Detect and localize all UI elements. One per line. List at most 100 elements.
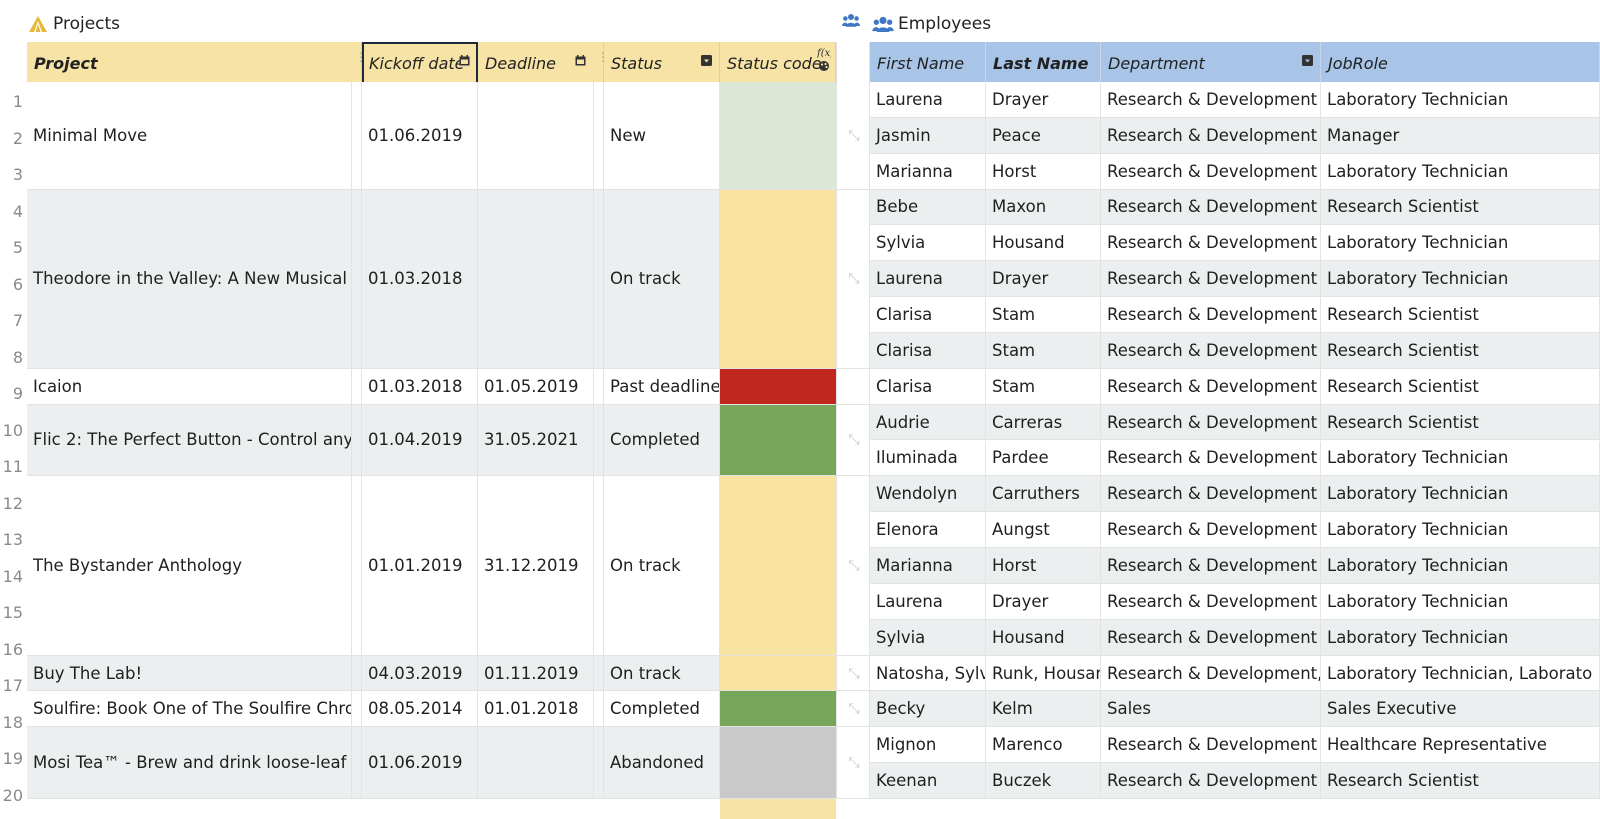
department-cell[interactable]: Research & Development [1101, 440, 1321, 477]
spacer-cell[interactable] [594, 727, 604, 799]
kickoff-date-cell[interactable]: 04.03.2019 [362, 655, 478, 692]
expand-icon[interactable]: ⤡ [848, 271, 860, 288]
last-name-cell[interactable]: Horst [986, 153, 1101, 190]
kickoff-date-cell[interactable]: 01.06.2019 [362, 727, 478, 799]
department-cell[interactable]: Research & Development [1101, 476, 1321, 513]
department-cell[interactable]: Research & Development [1101, 763, 1321, 799]
row-number[interactable]: 19 [2, 749, 23, 768]
row-number[interactable]: 2 [12, 128, 23, 148]
spacer-cell[interactable] [594, 368, 604, 405]
spacer-cell[interactable] [594, 189, 604, 369]
last-name-cell[interactable]: Housand [986, 225, 1101, 262]
row-number[interactable]: 17 [2, 676, 23, 695]
department-cell[interactable]: Research & Development [1101, 368, 1321, 405]
expand-icon[interactable]: ⤡ [848, 755, 860, 772]
status-cell[interactable]: Abandoned [604, 727, 720, 799]
column-header-kickoff-date[interactable]: Kickoff date [362, 42, 478, 84]
department-cell[interactable]: Research & Development [1101, 117, 1321, 154]
status-cell[interactable]: Completed [604, 404, 720, 477]
deadline-cell[interactable] [478, 727, 594, 799]
expand-icon[interactable]: ⤡ [848, 127, 860, 144]
spacer-cell[interactable] [352, 727, 362, 799]
status-cell[interactable]: On track [604, 476, 720, 656]
status-cell[interactable]: New [604, 82, 720, 190]
row-number[interactable]: 15 [2, 603, 23, 622]
last-name-cell[interactable]: Horst [986, 548, 1101, 584]
status-code-swatch[interactable] [720, 655, 836, 692]
jobrole-cell[interactable]: Sales Executive [1321, 691, 1600, 728]
first-name-cell[interactable]: Laurena [870, 82, 986, 118]
department-cell[interactable]: Research & Development [1101, 548, 1321, 584]
spacer-cell[interactable] [352, 368, 362, 405]
last-name-cell[interactable]: Carruthers [986, 476, 1101, 513]
last-name-cell[interactable]: Peace [986, 117, 1101, 154]
status-code-swatch[interactable] [720, 368, 836, 405]
deadline-cell[interactable]: 01.01.2018 [478, 691, 594, 728]
first-name-cell[interactable]: Marianna [870, 153, 986, 190]
deadline-cell[interactable]: 31.05.2021 [478, 404, 594, 477]
first-name-cell[interactable]: Sylvia [870, 619, 986, 656]
kickoff-date-cell[interactable]: 01.06.2019 [362, 82, 478, 190]
expand-icon[interactable]: ⤡ [848, 557, 860, 574]
department-cell[interactable]: Research & Development [1101, 727, 1321, 764]
first-name-cell[interactable]: Clarisa [870, 332, 986, 369]
row-number[interactable]: 13 [2, 530, 23, 549]
row-number[interactable]: 3 [12, 165, 23, 184]
jobrole-cell[interactable]: Laboratory Technician [1321, 512, 1600, 549]
project-cell[interactable]: Soulfire: Book One of The Soulfire Chron… [27, 691, 352, 728]
project-cell[interactable]: Mosi Tea™ - Brew and drink loose-leaf te… [27, 727, 352, 799]
department-cell[interactable]: Research & Development [1101, 512, 1321, 549]
department-cell[interactable]: Research & Development [1101, 261, 1321, 298]
last-name-cell[interactable]: Stam [986, 332, 1101, 369]
status-code-swatch[interactable] [720, 476, 836, 656]
status-code-swatch[interactable] [720, 404, 836, 477]
deadline-cell[interactable] [478, 189, 594, 369]
status-cell[interactable]: Completed [604, 691, 720, 728]
spacer-cell[interactable] [352, 189, 362, 369]
status-code-swatch[interactable] [720, 799, 836, 819]
last-name-cell[interactable]: Pardee [986, 440, 1101, 477]
department-cell[interactable]: Research & Development, Re [1101, 655, 1321, 692]
project-cell[interactable]: Buy The Lab! [27, 655, 352, 692]
deadline-cell[interactable]: 31.12.2019 [478, 476, 594, 656]
status-cell[interactable]: On track [604, 189, 720, 369]
department-cell[interactable]: Research & Development [1101, 153, 1321, 190]
first-name-cell[interactable]: Elenora [870, 512, 986, 549]
jobrole-cell[interactable]: Research Scientist [1321, 332, 1600, 369]
first-name-cell[interactable]: Bebe [870, 189, 986, 226]
row-number[interactable]: 10 [2, 420, 23, 440]
jobrole-cell[interactable]: Research Scientist [1321, 297, 1600, 333]
row-number[interactable]: 12 [2, 493, 23, 513]
row-number[interactable]: 18 [2, 712, 23, 732]
expand-icon[interactable]: ⤡ [848, 701, 860, 718]
kickoff-date-cell[interactable]: 08.05.2014 [362, 691, 478, 728]
last-name-cell[interactable]: Carreras [986, 404, 1101, 441]
jobrole-cell[interactable]: Laboratory Technician [1321, 225, 1600, 262]
row-number[interactable]: 7 [12, 311, 23, 330]
first-name-cell[interactable]: Wendolyn [870, 476, 986, 513]
row-number[interactable]: 9 [12, 384, 23, 403]
jobrole-cell[interactable]: Laboratory Technician [1321, 153, 1600, 190]
last-name-cell[interactable]: Housand [986, 619, 1101, 656]
last-name-cell[interactable]: Drayer [986, 82, 1101, 118]
department-cell[interactable]: Research & Development [1101, 332, 1321, 369]
row-number[interactable]: 8 [12, 347, 23, 367]
jobrole-cell[interactable]: Laboratory Technician, Laborato [1321, 655, 1600, 692]
department-cell[interactable]: Research & Development [1101, 619, 1321, 656]
status-code-swatch[interactable] [720, 82, 836, 190]
column-header-deadline[interactable]: Deadline ⋮ [478, 42, 609, 84]
department-cell[interactable]: Research & Development [1101, 82, 1321, 118]
row-number[interactable]: 5 [12, 238, 23, 257]
spacer-cell[interactable] [594, 655, 604, 692]
last-name-cell[interactable]: Maxon [986, 189, 1101, 226]
row-number[interactable]: 20 [2, 785, 23, 805]
jobrole-cell[interactable]: Laboratory Technician [1321, 440, 1600, 477]
spacer-cell[interactable] [352, 404, 362, 477]
first-name-cell[interactable]: Clarisa [870, 297, 986, 333]
last-name-cell[interactable]: Aungst [986, 512, 1101, 549]
kickoff-date-cell[interactable]: 01.01.2019 [362, 476, 478, 656]
jobrole-cell[interactable]: Research Scientist [1321, 189, 1600, 226]
last-name-cell[interactable]: Drayer [986, 261, 1101, 298]
column-header-department[interactable]: Department [1101, 42, 1321, 84]
kickoff-date-cell[interactable]: 01.04.2019 [362, 404, 478, 477]
